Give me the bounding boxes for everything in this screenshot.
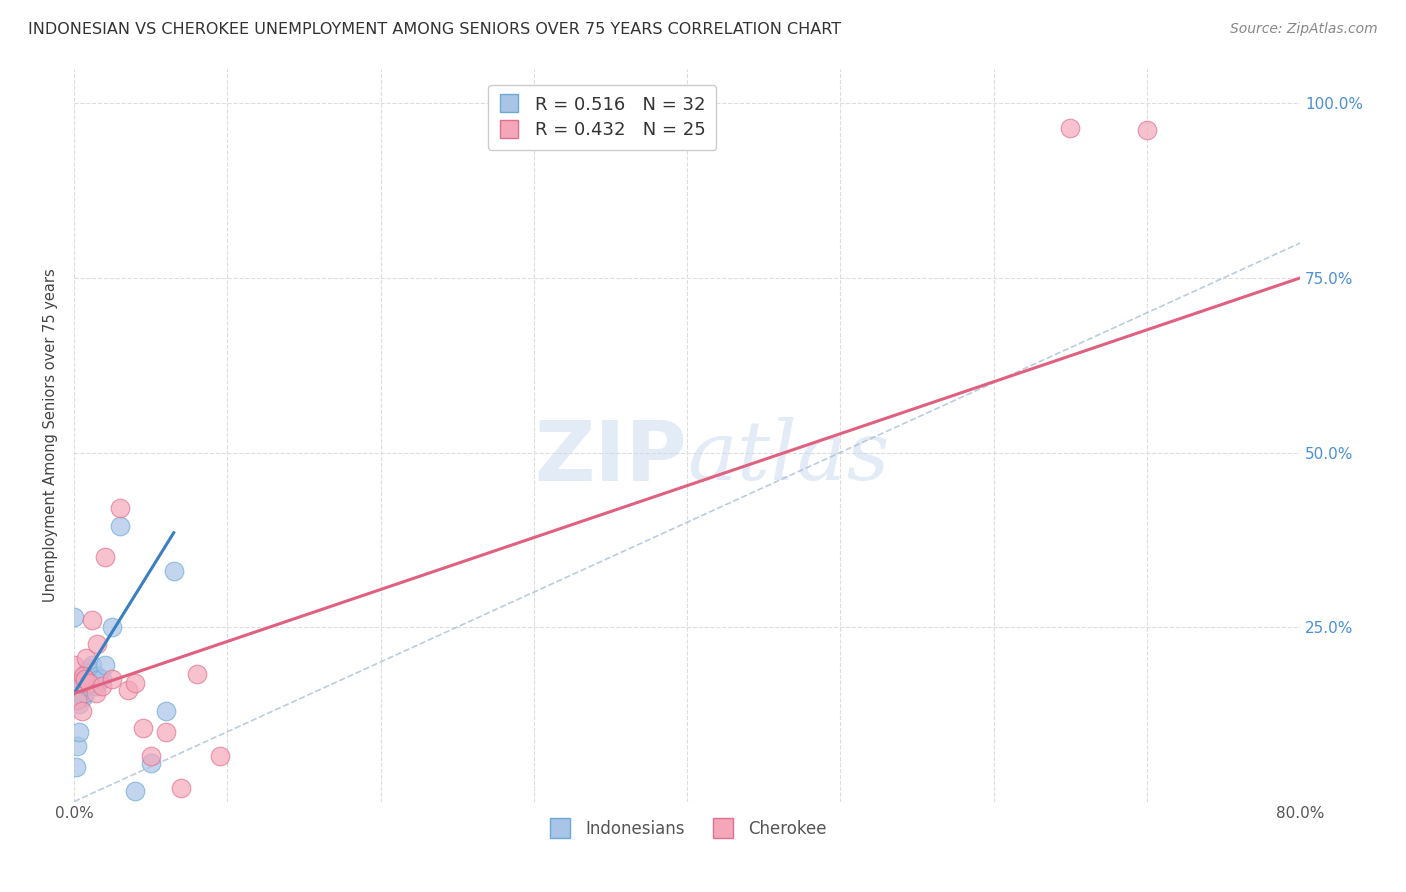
Point xyxy=(66,693,89,707)
Point xyxy=(66,739,89,753)
Point xyxy=(72,676,94,690)
Point xyxy=(69,676,91,690)
Point xyxy=(84,679,107,693)
Point xyxy=(124,676,146,690)
Point xyxy=(75,665,97,680)
Point xyxy=(79,676,101,690)
Point xyxy=(67,724,90,739)
Point xyxy=(90,679,112,693)
Point xyxy=(86,669,108,683)
Text: INDONESIAN VS CHEROKEE UNEMPLOYMENT AMONG SENIORS OVER 75 YEARS CORRELATION CHAR: INDONESIAN VS CHEROKEE UNEMPLOYMENT AMON… xyxy=(28,22,841,37)
Point xyxy=(124,784,146,798)
Text: ZIP: ZIP xyxy=(534,417,688,498)
Point xyxy=(186,666,208,681)
Point xyxy=(70,704,93,718)
Point xyxy=(101,673,124,687)
Point xyxy=(132,721,155,735)
Point xyxy=(70,673,93,687)
Point xyxy=(84,686,107,700)
Point xyxy=(155,704,177,718)
Point xyxy=(170,780,193,795)
Point xyxy=(63,658,86,673)
Point xyxy=(139,749,162,764)
Point xyxy=(79,662,101,676)
Point xyxy=(1059,120,1081,135)
Point xyxy=(69,686,91,700)
Point xyxy=(80,665,103,680)
Point xyxy=(82,613,104,627)
Point xyxy=(108,501,131,516)
Point xyxy=(117,682,139,697)
Point xyxy=(208,749,231,764)
Point xyxy=(73,686,96,700)
Point xyxy=(73,673,96,687)
Point xyxy=(1136,123,1159,137)
Point xyxy=(139,756,162,771)
Point xyxy=(155,724,177,739)
Point xyxy=(73,669,96,683)
Point xyxy=(79,673,101,687)
Point xyxy=(101,620,124,634)
Y-axis label: Unemployment Among Seniors over 75 years: Unemployment Among Seniors over 75 years xyxy=(44,268,58,602)
Point xyxy=(87,673,110,687)
Point xyxy=(93,658,115,673)
Text: Source: ZipAtlas.com: Source: ZipAtlas.com xyxy=(1230,22,1378,37)
Point xyxy=(86,638,108,652)
Text: atlas: atlas xyxy=(688,417,890,497)
Legend: Indonesians, Cherokee: Indonesians, Cherokee xyxy=(540,814,834,845)
Point xyxy=(72,669,94,683)
Point xyxy=(67,697,90,711)
Point xyxy=(77,673,100,687)
Point xyxy=(163,564,186,578)
Point xyxy=(90,673,112,687)
Point xyxy=(63,609,86,624)
Point xyxy=(75,651,97,665)
Point xyxy=(108,518,131,533)
Point xyxy=(69,679,91,693)
Point xyxy=(70,682,93,697)
Point xyxy=(82,658,104,673)
Point xyxy=(83,673,105,687)
Point xyxy=(75,679,97,693)
Point xyxy=(72,690,94,704)
Point xyxy=(93,550,115,565)
Point xyxy=(65,759,87,773)
